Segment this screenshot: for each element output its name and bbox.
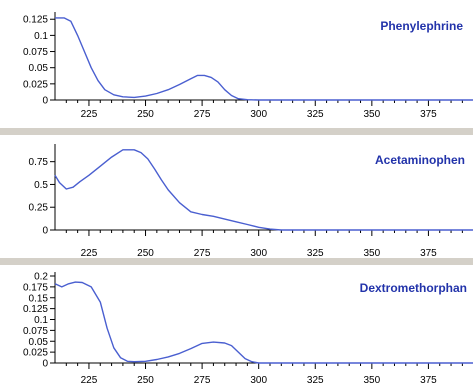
y-tick-label: 0 [42,96,48,107]
y-tick-label: 0.125 [23,304,48,315]
panel-separator [0,258,473,265]
y-tick-label: 0 [42,226,48,237]
y-tick-label: 0.1 [34,31,48,42]
background [0,128,473,265]
y-tick-label: 0.5 [34,180,48,191]
spectrum-line [55,17,473,101]
chart-panel-phenylephrine: 2252502753003253503754000.0250.050.0750.… [23,12,473,120]
y-tick-label: 0.075 [23,326,48,337]
y-tick-label: 0.75 [29,157,49,168]
x-tick-label: 250 [137,248,154,259]
x-tick-label: 275 [194,109,211,120]
chart-title: Acetaminophen [375,153,465,167]
x-tick-label: 325 [307,109,324,120]
y-tick-label: 0.25 [29,203,49,214]
y-tick-label: 0.025 [23,79,48,90]
x-tick-label: 275 [194,248,211,259]
x-tick-label: 300 [250,375,267,386]
chart-title: Dextromethorphan [360,281,467,295]
x-tick-label: 375 [420,248,437,259]
chart-panel-dextromethorphan: 2252502753003253503754000.0250.050.0750.… [23,272,473,386]
x-tick-label: 250 [137,109,154,120]
spectrum-line [54,149,473,231]
y-tick-label: 0.05 [29,337,49,348]
x-tick-label: 300 [250,248,267,259]
x-tick-label: 225 [81,375,98,386]
chart-title: Phenylephrine [380,19,463,33]
x-tick-label: 325 [307,248,324,259]
y-tick-label: 0.05 [29,63,49,74]
x-tick-label: 375 [420,109,437,120]
y-tick-label: 0 [42,359,48,370]
y-tick-label: 0.15 [29,293,49,304]
y-tick-label: 0.2 [34,272,48,283]
x-tick-label: 350 [363,109,380,120]
y-tick-label: 0.075 [23,47,48,58]
x-tick-label: 225 [81,248,98,259]
spectrum-line [54,281,473,364]
x-tick-label: 350 [363,248,380,259]
x-tick-label: 225 [81,109,98,120]
x-tick-label: 375 [420,375,437,386]
x-tick-label: 250 [137,375,154,386]
y-tick-label: 0.025 [23,348,48,359]
x-tick-label: 275 [194,375,211,386]
chart-panel-acetaminophen: 2252502753003253503754000.250.50.75Aceta… [29,144,473,259]
y-tick-label: 0.1 [34,315,48,326]
y-tick-label: 0.175 [23,282,48,293]
x-tick-label: 350 [363,375,380,386]
x-tick-label: 325 [307,375,324,386]
y-tick-label: 0.125 [23,15,48,26]
panel-separator [0,128,473,135]
x-tick-label: 300 [250,109,267,120]
